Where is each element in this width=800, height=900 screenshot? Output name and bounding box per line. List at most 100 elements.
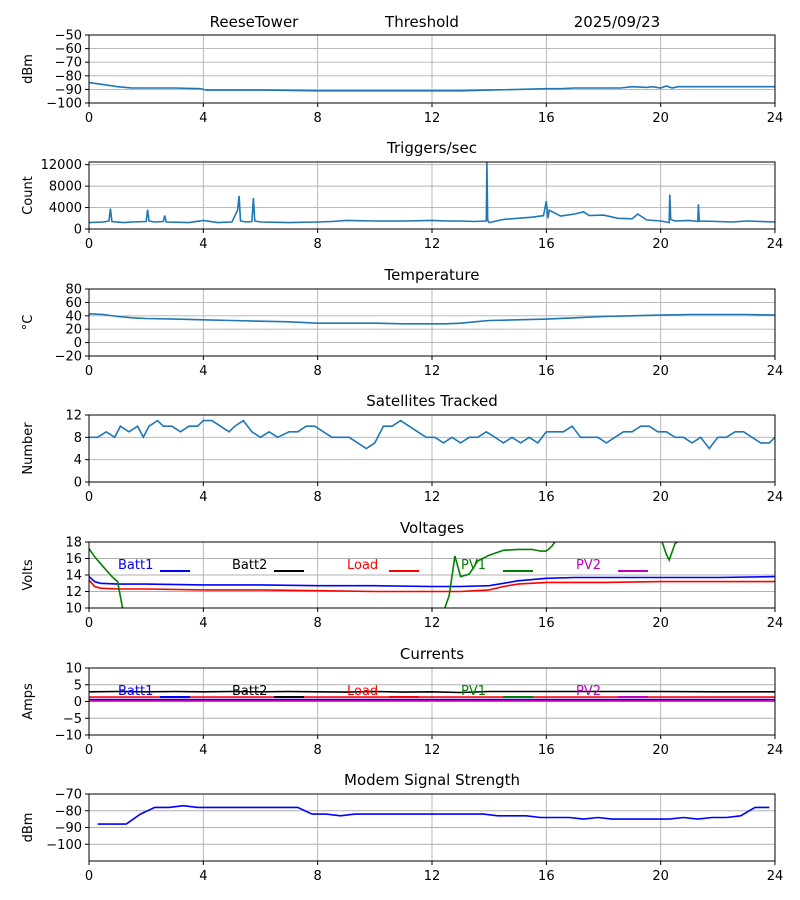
x-tick-label: 24: [767, 111, 784, 126]
y-tick-label: 14: [65, 569, 82, 584]
x-tick-label: 20: [652, 743, 669, 758]
legend-label-pv1: PV1: [461, 684, 486, 699]
y-tick-label: −10: [55, 729, 82, 744]
currents-panel: 0 4 8 12 16 20 24 105 0 −5 −10 Currents Amps Batt1 Bat…: [21, 645, 783, 758]
y-tick-label: −90: [55, 83, 82, 98]
x-tick-label: 4: [199, 490, 207, 505]
x-tick-label: 24: [767, 743, 784, 758]
x-tick-label: 12: [424, 237, 441, 252]
x-tick-label: 12: [424, 743, 441, 758]
x-tick-label: 24: [767, 237, 784, 252]
y-tick-label: 10: [65, 602, 82, 617]
series-line-modem: [97, 804, 770, 825]
triggers-panel: 0 4 8 12 16 20 24 0 4000 8000 12000 Triggers/sec Cou…: [21, 139, 783, 252]
x-tick-label: 8: [314, 743, 322, 758]
y-tick-label: 5: [74, 678, 82, 693]
legend-label-batt2: Batt2: [232, 558, 267, 573]
x-tick-label: 24: [767, 869, 784, 884]
series-line-temperature: [89, 313, 775, 325]
y-tick-label: 8: [74, 431, 82, 446]
y-tick-label: 16: [65, 552, 82, 567]
chart-title: Satellites Tracked: [366, 392, 497, 410]
x-tick-label: 16: [538, 490, 555, 505]
y-axis-label: Number: [21, 422, 36, 475]
series-line-load: [89, 579, 775, 593]
y-tick-label: −20: [55, 350, 82, 365]
x-tick-label: 4: [199, 237, 207, 252]
y-tick-label: −90: [55, 821, 82, 836]
legend-label-batt1: Batt1: [118, 684, 153, 699]
y-tick-label: 20: [65, 323, 82, 338]
y-tick-label: 12: [65, 585, 82, 600]
x-tick-label: 4: [199, 364, 207, 379]
y-tick-label: −100: [46, 838, 82, 853]
y-tick-label: 0: [74, 476, 82, 491]
x-tick-label: 0: [85, 237, 93, 252]
y-axis-label: Volts: [21, 559, 36, 591]
x-tick-label: 4: [199, 111, 207, 126]
y-tick-label: 10: [65, 662, 82, 677]
x-tick-label: 16: [538, 364, 555, 379]
y-tick-label: 8000: [49, 180, 82, 195]
y-tick-label: −80: [55, 804, 82, 819]
x-tick-label: 16: [538, 869, 555, 884]
x-tick-label: 8: [314, 364, 322, 379]
y-tick-label: 60: [65, 296, 82, 311]
legend-label-pv2: PV2: [576, 684, 601, 699]
x-tick-label: 8: [314, 237, 322, 252]
series-line-batt2: [89, 690, 775, 694]
x-tick-label: 20: [652, 616, 669, 631]
x-tick-label: 20: [652, 111, 669, 126]
threshold-panel: 0 4 8 12 16 20 24 −50−60−70−80−90−100 dBm: [21, 29, 783, 127]
y-axis-label: dBm: [21, 54, 36, 84]
x-tick-label: 12: [424, 616, 441, 631]
x-tick-label: 16: [538, 237, 555, 252]
y-tick-label: 4000: [49, 201, 82, 216]
y-axis-label: dBm: [21, 813, 36, 843]
x-tick-label: 24: [767, 364, 784, 379]
x-tick-label: 12: [424, 111, 441, 126]
y-tick-label: −80: [55, 69, 82, 84]
y-tick-label: −50: [55, 29, 82, 44]
y-tick-label: 80: [65, 283, 82, 298]
x-tick-label: 0: [85, 869, 93, 884]
y-tick-label: 0: [74, 223, 82, 238]
y-tick-label: 18: [65, 536, 82, 551]
y-tick-label: −60: [55, 42, 82, 57]
satellites-panel: 0 4 8 12 16 20 24 0 4 8 12 Satellites Tracked Number: [21, 392, 783, 505]
x-tick-label: 0: [85, 616, 93, 631]
x-tick-label: 8: [314, 111, 322, 126]
series-line-triggers: [89, 162, 775, 224]
x-tick-label: 8: [314, 869, 322, 884]
x-tick-label: 12: [424, 869, 441, 884]
chart-title: Triggers/sec: [386, 139, 477, 157]
y-tick-label: 0: [74, 695, 82, 710]
x-tick-label: 8: [314, 490, 322, 505]
date-title: 2025/09/23: [574, 13, 660, 31]
legend-label-pv1: PV1: [461, 558, 486, 573]
y-tick-label: 4: [74, 453, 82, 468]
x-tick-label: 4: [199, 616, 207, 631]
x-tick-label: 20: [652, 364, 669, 379]
y-tick-label: −70: [55, 56, 82, 71]
y-axis-label: Count: [21, 176, 36, 215]
series-line-batt1: [89, 575, 775, 588]
y-tick-label: 0: [74, 336, 82, 351]
modem-panel: 0 4 8 12 16 20 24 −70−80 −90 −100 Modem Signal Str…: [21, 771, 783, 884]
x-tick-label: 12: [424, 490, 441, 505]
y-axis-label: Amps: [21, 683, 36, 720]
x-tick-label: 12: [424, 364, 441, 379]
x-tick-label: 0: [85, 743, 93, 758]
chart-title: Modem Signal Strength: [344, 771, 520, 789]
x-tick-label: 4: [199, 743, 207, 758]
y-tick-label: −100: [46, 97, 82, 112]
series-line-satellites: [89, 419, 775, 450]
chart-title: Voltages: [400, 519, 464, 537]
x-tick-label: 0: [85, 364, 93, 379]
x-tick-label: 20: [652, 490, 669, 505]
x-tick-label: 24: [767, 616, 784, 631]
y-tick-label: 40: [65, 309, 82, 324]
x-tick-label: 24: [767, 490, 784, 505]
